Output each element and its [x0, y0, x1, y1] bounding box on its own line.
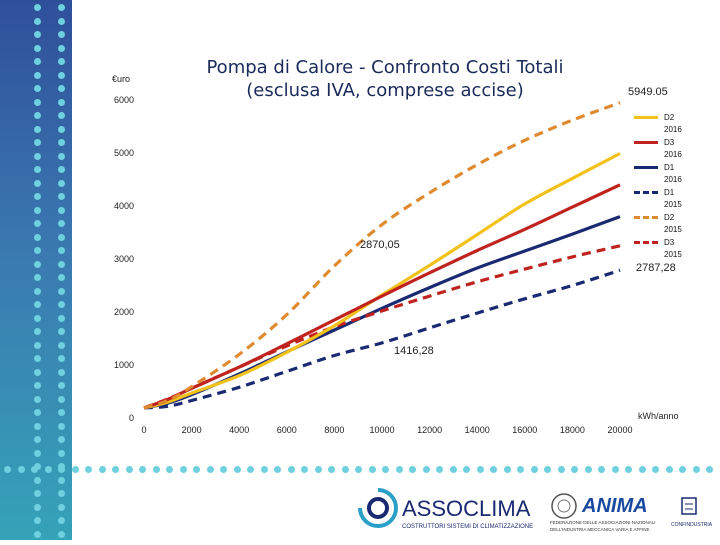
legend-label: D1 2016 — [664, 163, 682, 184]
annotation-mid-d1-2015: 1416,28 — [394, 345, 434, 357]
legend-swatch — [634, 116, 658, 119]
x-tick-label: 4000 — [229, 425, 249, 435]
y-axis-unit: €uro — [112, 74, 131, 84]
footer-logos: ASSOCLIMA COSTRUTTORI SISTEMI DI CLIMATI… — [350, 484, 720, 540]
assoclima-logo-icon — [357, 487, 398, 528]
dot-column-left — [34, 0, 42, 540]
legend-swatch — [634, 191, 658, 194]
annotation-max-d2-2015: 5949.05 — [628, 86, 668, 98]
assoclima-logo-text: ASSOCLIMA — [402, 496, 531, 521]
anima-tagline-1: FEDERAZIONE DELLE ASSOCIAZIONI NAZIONALI — [550, 520, 656, 525]
x-tick-label: 12000 — [417, 425, 442, 435]
series-line-d1-2015 — [143, 268, 621, 410]
x-tick-label: 0 — [141, 425, 146, 435]
x-tick-label: 18000 — [560, 425, 585, 435]
x-tick-label: 14000 — [465, 425, 490, 435]
y-tick-label: 1000 — [114, 360, 134, 370]
y-tick-label: 3000 — [114, 254, 134, 264]
chart-title-line2: (esclusa IVA, comprese accise) — [246, 80, 524, 101]
y-tick-label: 2000 — [114, 307, 134, 317]
legend-item: D2 2015 — [634, 212, 714, 237]
x-tick-label: 10000 — [369, 425, 394, 435]
legend-item: D3 2016 — [634, 137, 714, 162]
assoclima-tagline: COSTRUTTORI SISTEMI DI CLIMATIZZAZIONE — [402, 524, 533, 530]
legend-swatch — [634, 241, 658, 244]
legend-item: D2 2016 — [634, 112, 714, 137]
x-tick-label: 16000 — [512, 425, 537, 435]
x-tick-label: 20000 — [607, 425, 632, 435]
y-tick-label: 0 — [129, 413, 134, 423]
legend-swatch — [634, 216, 658, 219]
x-tick-label: 6000 — [277, 425, 297, 435]
series-line-d2-2015 — [143, 101, 621, 410]
dot-column-right — [58, 0, 66, 540]
legend-swatch — [634, 166, 658, 169]
y-tick-label: 5000 — [114, 148, 134, 158]
anima-logo-text: ANIMA — [581, 495, 648, 517]
anima-seal-icon — [551, 493, 577, 519]
annotation-mid-d2-2015: 2870,05 — [360, 239, 400, 251]
chart-title: Pompa di Calore - Confronto Costi Totali… — [190, 56, 580, 102]
x-tick-label: 2000 — [182, 425, 202, 435]
y-tick-label: 6000 — [114, 95, 134, 105]
legend-swatch — [634, 141, 658, 144]
x-tick-label: 8000 — [324, 425, 344, 435]
legend-item: D1 2016 — [634, 162, 714, 187]
series-line-d3-2016 — [143, 183, 621, 410]
confindustria-logo-text: CONFINDUSTRIA — [671, 522, 713, 528]
dot-row-bottom — [0, 466, 720, 476]
chart-title-line1: Pompa di Calore - Confronto Costi Totali — [206, 57, 564, 78]
axis-ticks: 0 2000 4000 6000 8000 10000 12000 14000 16000 180… — [114, 95, 633, 435]
chart-legend: D2 2016 D3 2016 D1 2016 D1 2015 D2 2015 D3 2015 — [634, 112, 714, 262]
legend-label: D3 2016 — [664, 138, 682, 159]
legend-item: D1 2015 — [634, 187, 714, 212]
annotation-max-d1-2015: 2787,28 — [636, 262, 676, 274]
legend-label: D2 2016 — [664, 113, 682, 134]
legend-label: D3 2015 — [664, 238, 682, 259]
series-lines — [143, 101, 621, 410]
x-axis-unit: kWh/anno — [638, 411, 679, 421]
legend-item: D3 2015 — [634, 237, 714, 262]
confindustria-logo-icon — [681, 497, 697, 515]
legend-label: D2 2015 — [664, 213, 682, 234]
series-line-d2-2016 — [143, 152, 621, 410]
legend-label: D1 2015 — [664, 188, 682, 209]
anima-tagline-2: DELL'INDUSTRIA MECCANICA VARIA E AFFINE — [550, 527, 650, 532]
y-tick-label: 4000 — [114, 201, 134, 211]
